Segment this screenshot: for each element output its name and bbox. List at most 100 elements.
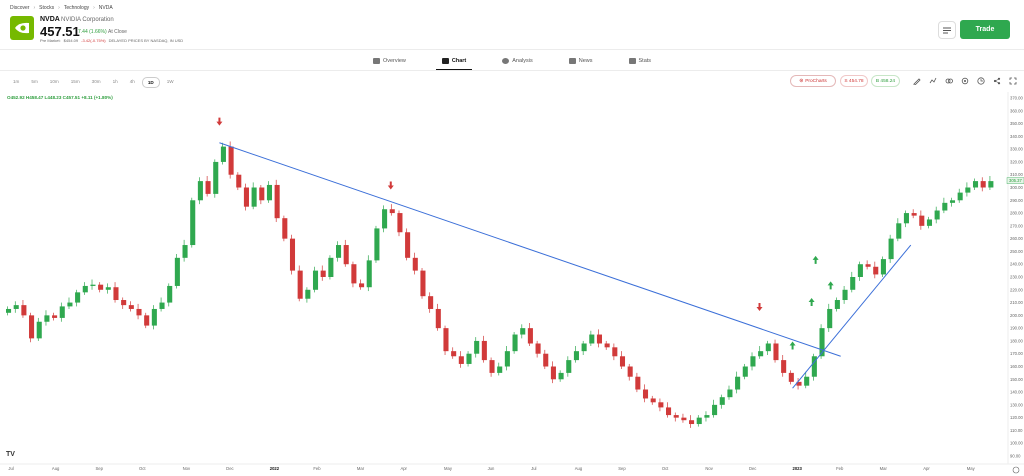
candle-body bbox=[604, 343, 610, 348]
premarket-label: Pre Market: bbox=[40, 38, 61, 43]
tab-analysis[interactable]: Analysis bbox=[496, 52, 538, 70]
y-tick-label: 270.00 bbox=[1010, 223, 1023, 228]
buy-button[interactable]: B 458.24 bbox=[871, 75, 900, 87]
x-tick-label: Dec bbox=[749, 466, 756, 471]
y-tick-label: 340.00 bbox=[1010, 134, 1023, 139]
candle-body bbox=[6, 308, 12, 313]
timeframe-1h[interactable]: 1h bbox=[112, 79, 118, 84]
indicator-icon[interactable] bbox=[928, 76, 937, 85]
candle-body bbox=[988, 181, 994, 188]
candle-body bbox=[712, 404, 718, 416]
pencil-icon[interactable] bbox=[912, 76, 921, 85]
timeframe-5m[interactable]: 5m bbox=[31, 79, 38, 84]
timeframe-1w[interactable]: 1W bbox=[166, 79, 174, 84]
breadcrumb-stocks[interactable]: Stocks bbox=[39, 5, 55, 11]
candle-body bbox=[896, 223, 902, 239]
candle-body bbox=[880, 259, 886, 275]
tab-chart[interactable]: Chart bbox=[435, 52, 473, 70]
candle-body bbox=[573, 351, 579, 361]
candle-body bbox=[504, 351, 510, 367]
candle-body bbox=[527, 328, 533, 344]
candle-body bbox=[543, 353, 549, 367]
candle-body bbox=[389, 209, 395, 214]
candle-body bbox=[550, 366, 556, 380]
last-price-label: 305.37 bbox=[1009, 178, 1022, 183]
candle-body bbox=[167, 285, 173, 303]
timeframe-15m[interactable]: 15m bbox=[70, 79, 80, 84]
chart-settings-icon bbox=[1012, 466, 1020, 474]
candle-body bbox=[673, 415, 679, 418]
candle-body bbox=[190, 200, 196, 246]
candle-body bbox=[850, 277, 856, 290]
candle-body bbox=[903, 213, 909, 224]
tab-stats[interactable]: Stats bbox=[623, 52, 658, 70]
trade-button[interactable]: Trade bbox=[960, 20, 1010, 39]
premarket-change: -3.42(-0.75%) bbox=[81, 38, 106, 43]
buy-arrow-icon bbox=[812, 255, 819, 264]
candle-body bbox=[689, 420, 695, 425]
candle-body bbox=[520, 328, 526, 335]
x-tick-label: 2022 bbox=[270, 466, 280, 471]
candle-body bbox=[205, 181, 211, 194]
clock-icon[interactable] bbox=[976, 76, 985, 85]
x-tick-label: May bbox=[967, 466, 976, 471]
candle-body bbox=[328, 257, 334, 277]
candle-body bbox=[949, 200, 956, 203]
breadcrumb-discover[interactable]: Discover bbox=[10, 5, 30, 11]
buy-arrow-icon bbox=[808, 298, 815, 307]
tab-news[interactable]: News bbox=[563, 52, 599, 70]
candle-body bbox=[972, 181, 979, 188]
candle-body bbox=[466, 353, 472, 364]
x-tick-label: Nov bbox=[183, 466, 191, 471]
timeframe-1d[interactable]: 1D bbox=[141, 77, 160, 88]
shapes-icon[interactable] bbox=[944, 76, 953, 85]
candle-body bbox=[266, 184, 273, 201]
buy-arrow-icon bbox=[827, 281, 834, 290]
watchlist-button[interactable] bbox=[938, 21, 956, 39]
sell-arrow-icon bbox=[756, 302, 763, 311]
candle-body bbox=[412, 257, 418, 271]
candle-body bbox=[274, 184, 280, 219]
candle-body bbox=[827, 308, 833, 329]
x-tick-label: Oct bbox=[662, 466, 669, 471]
candle-body bbox=[719, 397, 725, 405]
x-tick-label: Aug bbox=[52, 466, 60, 471]
timeframe-10m[interactable]: 10m bbox=[49, 79, 59, 84]
timeframe-4h[interactable]: 4h bbox=[129, 79, 135, 84]
candle-body bbox=[781, 360, 787, 373]
breadcrumb-technology[interactable]: Technology bbox=[63, 5, 90, 11]
x-tick-label: Oct bbox=[139, 466, 146, 471]
candle-body bbox=[382, 209, 388, 229]
candle-body bbox=[420, 270, 426, 297]
candle-body bbox=[758, 351, 764, 357]
timeframe-1m[interactable]: 1m bbox=[13, 79, 20, 84]
timeframe-30m[interactable]: 30m bbox=[91, 79, 101, 84]
candle-body bbox=[619, 356, 626, 367]
price-change: 7.44 (1.66%) bbox=[78, 29, 107, 35]
candle-body bbox=[481, 340, 487, 361]
share-icon[interactable] bbox=[992, 76, 1001, 85]
candle-body bbox=[788, 372, 794, 382]
procharts-button[interactable]: ⊛ ProCharts bbox=[790, 75, 836, 87]
trendline bbox=[792, 244, 912, 389]
candle-body bbox=[612, 347, 618, 357]
settings-icon[interactable] bbox=[960, 76, 969, 85]
candle-body bbox=[236, 174, 242, 188]
candle-body bbox=[489, 360, 495, 373]
candle-body bbox=[842, 289, 848, 301]
candle-body bbox=[243, 187, 249, 207]
current-price: 457.51 bbox=[40, 24, 80, 39]
candle-body bbox=[144, 315, 150, 326]
tab-overview[interactable]: Overview bbox=[367, 52, 412, 70]
buy-arrow-icon bbox=[789, 341, 796, 350]
x-tick-label: Nov bbox=[705, 466, 713, 471]
x-tick-label: Feb bbox=[313, 466, 321, 471]
price-chart[interactable]: 370.00 360.00 350.00 340.00 330.00 320.00 310.… bbox=[0, 92, 1024, 476]
x-tick-label: Apr bbox=[923, 466, 930, 471]
chart-icon bbox=[441, 57, 449, 64]
expand-icon[interactable] bbox=[1008, 76, 1017, 85]
candle-body bbox=[374, 228, 380, 261]
y-tick-label: 350.00 bbox=[1010, 121, 1023, 126]
candle-body bbox=[113, 287, 119, 301]
sell-button[interactable]: S 454.78 bbox=[840, 75, 868, 87]
